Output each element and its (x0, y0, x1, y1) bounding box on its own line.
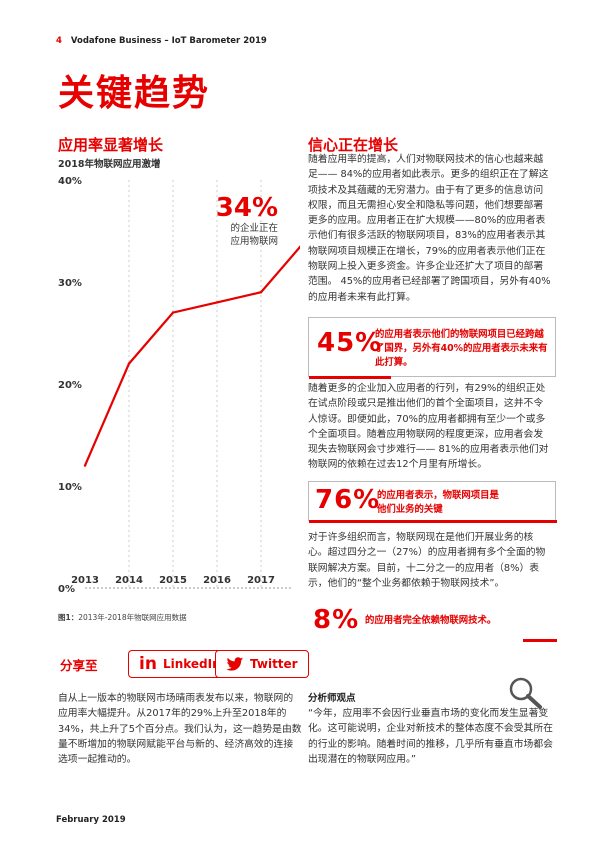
data-point (259, 291, 263, 294)
chart-gridlines (128, 180, 262, 588)
stat-text-8: 的应用者完全依赖物联网技术。 (365, 615, 497, 626)
right-paragraph-2: 随着更多的企业加入应用者的行列，有29%的组织正处在试点阶段或只是推出他们的首个… (308, 383, 549, 471)
adoption-line-chart: 0% 10% 20% 30% 40% 2013 2014 2015 2016 2017 34% … (58, 176, 300, 595)
page-number: 4 (56, 36, 62, 46)
chart-callout: 34% 的企业正在 应用物联网 (216, 193, 278, 247)
left-body-text: 自从上一版本的物联网市场晴雨表发布以来，物联网的应用率大幅提升。从2017年的2… (58, 693, 302, 766)
stat-text-76-line2: 他们业务的关键 (377, 504, 443, 515)
share-label: 分享至 (60, 658, 98, 673)
y-tick-label: 30% (58, 278, 82, 289)
right-section-title: 信心正在增长 (308, 136, 399, 154)
twitter-label: Twitter (250, 657, 298, 671)
document-title: Vodafone Business – IoT Barometer 2019 (70, 36, 267, 46)
figure-caption-prefix: 图1： (58, 613, 79, 622)
callout-text-line2: 应用物联网 (230, 235, 278, 247)
figure-caption-text: 2013年-2018年物联网应用数据 (78, 613, 187, 622)
data-point (83, 464, 87, 467)
stat-callout-8: 8% 的应用者完全依赖物联网技术。 (308, 600, 557, 642)
right-paragraph-3: 对于许多组织而言，物联网现在是他们开展业务的核心。超过四分之一（27%）的应用者… (308, 532, 546, 589)
page-header: 4 Vodafone Business – IoT Barometer 2019 (56, 36, 267, 46)
data-point (127, 362, 131, 365)
stat-callout-45: 45% 的应用者表示他们的物联网项目已经跨越了国界，另外有40%的应用者表示未来… (308, 317, 556, 379)
data-point (215, 301, 219, 304)
x-axis-ticks: 2013 2014 2015 2016 2017 (71, 575, 275, 586)
x-tick-label: 2013 (71, 575, 99, 586)
twitter-icon (226, 656, 244, 671)
stat-value-45: 45% (317, 328, 383, 358)
analyst-title: 分析师观点 (308, 693, 356, 704)
data-point (171, 311, 175, 314)
y-tick-label: 0% (58, 584, 75, 595)
y-tick-label: 20% (58, 380, 82, 391)
main-title: 关键趋势 (58, 73, 211, 114)
stat-value-8: 8% (313, 605, 360, 635)
adoption-series-line (83, 245, 300, 467)
stat-callout-76: 76% 的应用者表示，物联网项目是 他们业务的关键 (308, 481, 557, 523)
magnifier-icon (509, 677, 542, 709)
page-footer: February 2019 (56, 815, 126, 825)
x-tick-label: 2014 (115, 575, 143, 586)
stat-accent-bar (309, 376, 391, 379)
linkedin-share-button[interactable]: in LinkedIn (128, 650, 232, 678)
figure-caption: 图1：2013年-2018年物联网应用数据 (58, 612, 187, 623)
stat-text-45: 的应用者表示他们的物联网项目已经跨越了国界，另外有40%的应用者表示未来有此打算… (375, 329, 548, 368)
callout-text-line1: 的企业正在 (230, 222, 278, 234)
chart-subtitle: 2018年物联网应用激增 (58, 159, 161, 170)
x-tick-label: 2016 (203, 575, 231, 586)
linkedin-icon: in (139, 653, 157, 674)
linkedin-label: LinkedIn (162, 657, 221, 671)
adoption-data-points (83, 291, 263, 467)
left-section-title: 应用率显著增长 (58, 136, 164, 154)
stat-value-76: 76% (315, 485, 381, 515)
x-tick-label: 2015 (159, 575, 187, 586)
stat-accent-bar (523, 639, 557, 642)
y-tick-label: 40% (58, 176, 82, 187)
x-tick-label: 2017 (247, 575, 275, 586)
callout-value: 34% (216, 193, 278, 223)
twitter-share-button[interactable]: Twitter (215, 650, 309, 678)
y-tick-label: 10% (58, 482, 82, 493)
stat-text-76-line1: 的应用者表示，物联网项目是 (377, 490, 499, 501)
stat-accent-bar (309, 520, 557, 523)
right-paragraph-1: 随着应用率的提高，人们对物联网技术的信心也越来越足—— 84%的应用者如此表示。… (308, 154, 551, 303)
y-axis-ticks: 0% 10% 20% 30% 40% (58, 176, 82, 595)
analyst-quote: “今年，应用率不会因行业垂直市场的变化而发生显著变化。这可能说明，企业对新技术的… (308, 708, 553, 765)
